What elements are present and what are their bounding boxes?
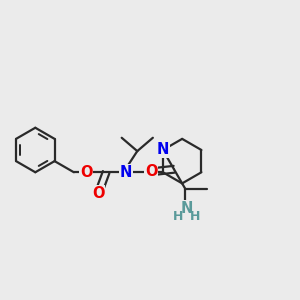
Text: O: O	[92, 186, 105, 201]
Text: O: O	[145, 164, 158, 179]
Text: H: H	[172, 210, 183, 223]
Text: O: O	[80, 165, 92, 180]
Text: H: H	[190, 210, 201, 223]
Text: N: N	[120, 165, 132, 180]
Text: N: N	[157, 142, 169, 158]
Text: N: N	[180, 201, 193, 216]
